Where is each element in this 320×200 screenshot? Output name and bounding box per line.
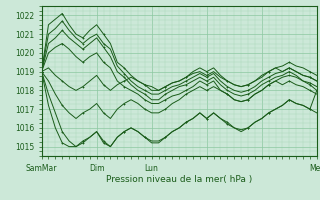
X-axis label: Pression niveau de la mer( hPa ): Pression niveau de la mer( hPa ) (106, 175, 252, 184)
